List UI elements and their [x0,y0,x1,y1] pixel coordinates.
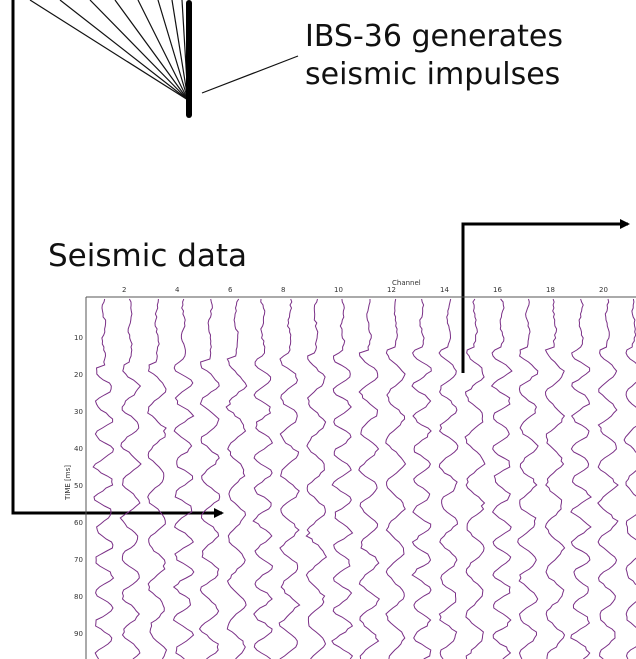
impulse-caption-line2: seismic impulses [305,57,561,92]
left-tick-label: 90 [74,630,83,638]
top-tick-labels: 2 4 6 8 10 12 14 16 18 20 [122,286,608,294]
seismic-trace [385,298,407,659]
top-tick-label: 4 [175,286,180,294]
left-tick-label: 20 [74,371,83,379]
seismic-trace [331,298,354,659]
left-tick-label: 70 [74,556,83,564]
plot-top-axis-label: Channel [392,279,421,287]
seismic-trace [623,298,636,659]
left-tick-labels: 10 20 30 40 50 60 70 80 90 [74,334,83,638]
left-tick-label: 80 [74,593,83,601]
top-tick-label: 14 [440,286,449,294]
seismic-trace [225,298,248,659]
seismic-trace [544,298,566,659]
seismic-trace [305,298,328,659]
seismic-trace [119,298,142,659]
seismic-trace [278,298,301,659]
left-tick-label: 10 [74,334,83,342]
seismic-trace [517,298,539,659]
seismic-plot: Channel TIME [ms] 2 4 6 8 10 12 14 16 18 20 10 20 3… [64,279,636,659]
seismic-trace [464,298,486,659]
seismic-trace [252,298,274,659]
seismic-trace [438,298,459,659]
impulse-caption: IBS-36 generates seismic impulses [305,18,563,94]
top-tick-label: 10 [334,286,343,294]
seismic-trace [597,298,619,659]
seismic-trace [198,298,221,659]
plot-left-axis-label: TIME [ms] [64,465,72,501]
left-tick-label: 40 [74,445,83,453]
caption-leader-line [201,55,299,94]
seismic-trace [147,298,168,659]
seismic-trace [570,298,592,659]
right-flow-arrow [461,219,630,373]
left-tick-label: 60 [74,519,83,527]
seismic-trace [172,298,195,659]
seismic-trace [490,298,513,659]
seismic-data-title: Seismic data [48,238,248,274]
left-tick-label: 30 [74,408,83,416]
top-tick-label: 6 [228,286,233,294]
top-tick-label: 16 [493,286,502,294]
seismic-trace [411,298,432,659]
left-flow-arrow [11,0,224,518]
top-tick-label: 8 [281,286,285,294]
top-tick-label: 12 [387,286,396,294]
impulse-source-icon [29,0,192,118]
top-tick-label: 20 [599,286,608,294]
seismic-trace [358,299,381,659]
seismic-trace [92,298,115,659]
left-tick-label: 50 [74,482,83,490]
top-tick-label: 18 [546,286,555,294]
impulse-caption-line1: IBS-36 generates [305,19,564,54]
seismic-traces [92,298,636,659]
top-tick-label: 2 [122,286,126,294]
